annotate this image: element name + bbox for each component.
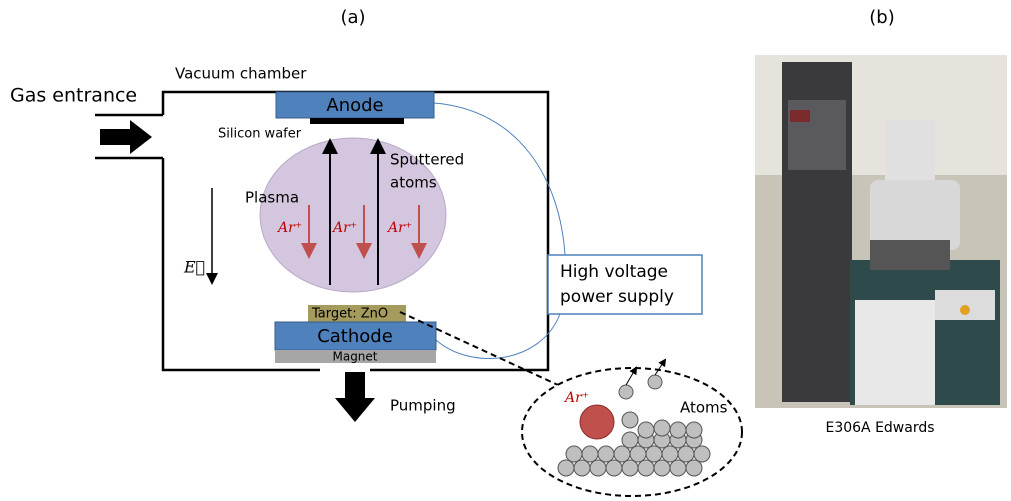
atom [654,460,670,476]
power-label: power supply [560,287,674,307]
atom [606,460,622,476]
atom [590,460,606,476]
atom [619,385,633,399]
atom [670,460,686,476]
ion-label: Ar⁺ [563,390,589,406]
atom [630,446,646,462]
gas-arrow [100,120,152,154]
power-label: High voltage [560,262,668,282]
atom [622,460,638,476]
atom [686,460,702,476]
gas-label: Gas entrance [10,85,137,107]
sputter-label: atoms [390,174,437,192]
wire [436,314,560,358]
atom [648,375,662,389]
ion-label: Ar⁺ [276,220,302,236]
cathode-label: Cathode [317,326,393,347]
atom [646,446,662,462]
magnet-label: Magnet [332,350,377,364]
atom [622,432,638,448]
ion-label: Ar⁺ [386,220,412,236]
atom [566,446,582,462]
ion-label: Ar⁺ [331,220,357,236]
panel-label: (b) [869,7,894,28]
atom [638,422,654,438]
wire [434,103,565,255]
atom [662,446,678,462]
atom [694,446,710,462]
atoms-label: Atoms [680,399,728,417]
atom [670,422,686,438]
plasma-label: Plasma [245,189,299,207]
atom [574,460,590,476]
ion [580,405,614,439]
anode-label: Anode [326,95,383,116]
pump-arrow [335,372,375,422]
atom [638,460,654,476]
atom [582,446,598,462]
target-label: Target: ZnO [311,307,388,322]
photo [755,55,1007,408]
atom [614,446,630,462]
pump-label: Pumping [390,397,456,415]
chamber-label: Vacuum chamber [175,65,307,83]
field-label: E⃗ [183,258,205,277]
photo-caption: E306A Edwards [825,420,934,436]
atom [686,422,702,438]
wafer-label: Silicon wafer [218,127,302,142]
atom [654,420,670,436]
atom [558,460,574,476]
panel-label: (a) [340,7,365,28]
atom [678,446,694,462]
diagram: (a) (b) Vacuum chamber Gas entrance Anod… [0,0,1011,501]
wafer [310,118,404,124]
atom [622,412,638,428]
atom [598,446,614,462]
sputter-label: Sputtered [390,151,464,169]
